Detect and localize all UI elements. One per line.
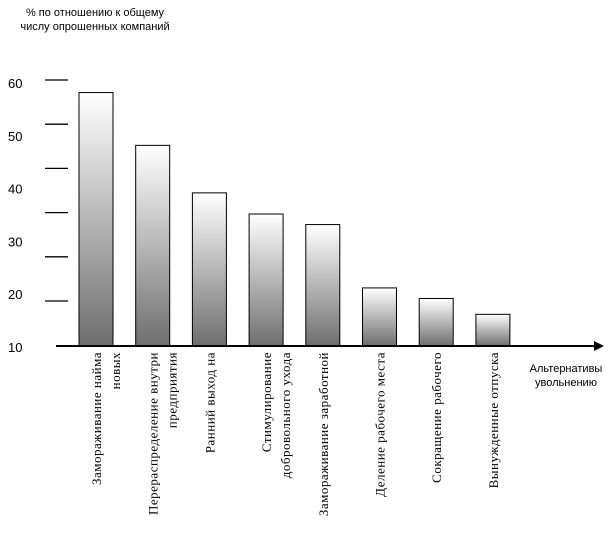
category-label: Замораживание заработной: [316, 352, 331, 516]
category-label: Вынужденные отпуска: [486, 352, 501, 488]
y-tick-label: 10: [8, 340, 22, 355]
y-tick-label: 20: [8, 287, 22, 302]
category-label: Стимулирование: [259, 352, 274, 452]
bar: [305, 224, 341, 347]
x-axis-arrow-icon: [594, 341, 604, 351]
bar: [418, 297, 454, 347]
category-label: новых: [108, 352, 123, 389]
bar: [362, 287, 397, 347]
bar: [135, 144, 171, 347]
category-label: Замораживание найма: [89, 352, 104, 485]
bar: [191, 192, 227, 347]
category-label: Деление рабочего места: [373, 352, 388, 497]
bar: [248, 213, 284, 347]
y-tick-label: 50: [8, 129, 22, 144]
y-tick-label: 30: [8, 234, 22, 249]
category-label: предприятия: [165, 352, 180, 428]
x-axis-title: Альтернативы увольнению: [529, 363, 603, 389]
category-label: Перераспределение внутри: [146, 352, 161, 515]
y-tick-label: 60: [8, 76, 22, 91]
bar: [475, 313, 511, 347]
y-axis-title: % по отношению к общему числу опрошенных…: [20, 7, 170, 33]
category-label: добровольного ухода: [278, 352, 293, 478]
bar: [78, 92, 114, 347]
category-label: Сокращение рабочего: [429, 352, 444, 483]
category-label: Ранний выход на: [202, 352, 217, 453]
y-tick-label: 40: [8, 182, 22, 197]
